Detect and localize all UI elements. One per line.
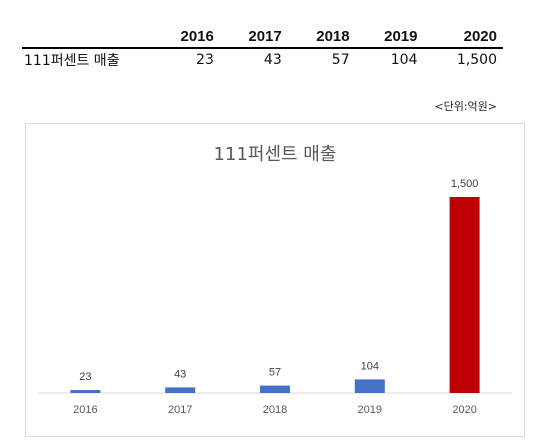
- revenue-chart: 111퍼센트 매출 23 2016 43 2017 57 2018 104 2019 1,500…: [25, 123, 525, 437]
- x-tick-label-2020: 2020: [452, 404, 476, 416]
- bar-2019: [354, 379, 385, 393]
- chart-marks: 23 2016 43 2017 57 2018 104 2019 1,500 2020: [70, 178, 480, 416]
- chart-title: 111퍼센트 매출: [214, 144, 337, 165]
- table-value-cell: 23: [196, 52, 214, 68]
- table-year-header: 2018: [287, 26, 356, 49]
- table-header-row: 2016 2017 2018 2019 2020: [22, 26, 503, 49]
- table-value-cell: 43: [263, 52, 282, 68]
- table-year-header: 2019: [355, 26, 424, 49]
- chart-svg: 111퍼센트 매출 23 2016 43 2017 57 2018 104 2019 1,500…: [38, 144, 512, 416]
- x-tick-label-2018: 2018: [263, 404, 287, 416]
- data-label-2017: 43: [174, 368, 186, 380]
- x-tick-label-2017: 2017: [168, 404, 192, 416]
- x-tick-label-2016: 2016: [73, 404, 97, 416]
- table-year-header: 2017: [219, 26, 288, 49]
- x-tick-label-2019: 2019: [358, 404, 382, 416]
- bar-2020: [449, 197, 480, 393]
- data-label-2018: 57: [269, 367, 281, 379]
- table-value-cell: 1,500: [456, 52, 497, 68]
- table-corner-cell: [22, 26, 152, 49]
- summary-table: 2016 2017 2018 2019 2020 111퍼센트 매출 23 43…: [22, 26, 503, 71]
- table-value-cell: 104: [390, 52, 418, 68]
- table-row: 111퍼센트 매출 23 43 57 104 1,500: [22, 48, 503, 71]
- data-label-2020: 1,500: [451, 178, 479, 190]
- table-value-cell: 57: [331, 52, 350, 68]
- data-label-2019: 104: [361, 360, 379, 372]
- data-label-2016: 23: [79, 371, 91, 383]
- table-row-label: 111퍼센트 매출: [24, 53, 120, 69]
- bar-2018: [260, 385, 290, 393]
- bar-2016: [70, 390, 101, 393]
- bar-2017: [165, 387, 196, 393]
- unit-note: <단위:억원>: [434, 100, 497, 113]
- table-year-header: 2020: [423, 26, 503, 49]
- table-year-header: 2016: [152, 26, 220, 49]
